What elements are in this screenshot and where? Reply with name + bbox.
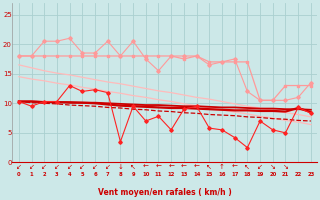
X-axis label: Vent moyen/en rafales ( km/h ): Vent moyen/en rafales ( km/h ) (98, 188, 232, 197)
